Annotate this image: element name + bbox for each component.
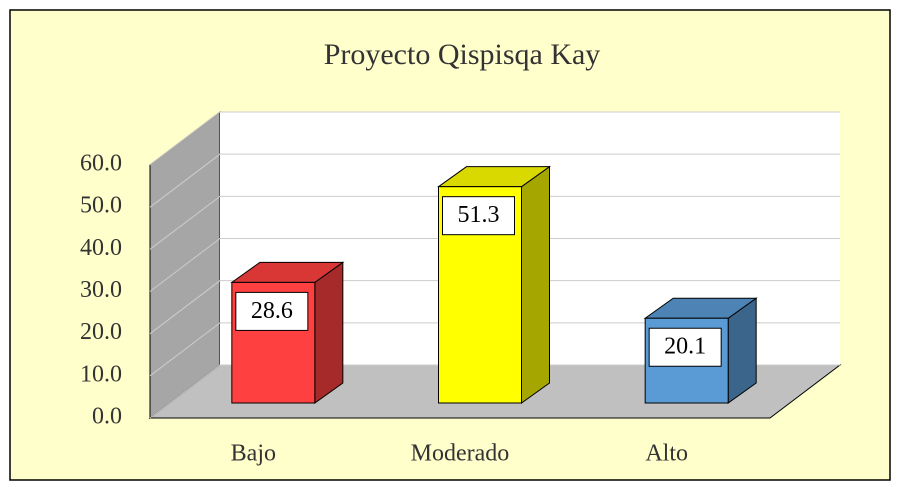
grid-line <box>149 111 840 166</box>
grid-line <box>149 280 840 335</box>
y-tick-label: 20.0 <box>80 319 122 345</box>
grid-line <box>149 195 840 250</box>
x-tick-label: Moderado <box>411 441 510 467</box>
grid-line <box>149 238 840 292</box>
bar-side <box>521 165 550 404</box>
grid-line <box>149 153 840 208</box>
y-tick-label: 40.0 <box>80 235 122 261</box>
value-label: 51.3 <box>458 202 500 228</box>
value-label-box <box>442 196 515 236</box>
value-label-box <box>235 291 309 331</box>
chart-title: Proyecto Qispisqa Kay <box>324 38 601 71</box>
y-tick-label: 30.0 <box>80 277 122 303</box>
bar-side <box>314 261 344 404</box>
x-tick-label: Bajo <box>231 441 276 467</box>
grid-line <box>149 322 840 377</box>
grid-line <box>149 364 840 419</box>
value-label: 20.1 <box>664 334 706 360</box>
y-tick-label: 10.0 <box>80 361 122 387</box>
x-tick-label: Alto <box>645 441 688 467</box>
y-tick-label: 50.0 <box>80 193 122 219</box>
y-tick-label: 60.0 <box>80 151 122 177</box>
y-tick-label: 0.0 <box>92 404 122 430</box>
value-label: 28.6 <box>251 298 293 324</box>
value-label-box <box>648 327 722 367</box>
